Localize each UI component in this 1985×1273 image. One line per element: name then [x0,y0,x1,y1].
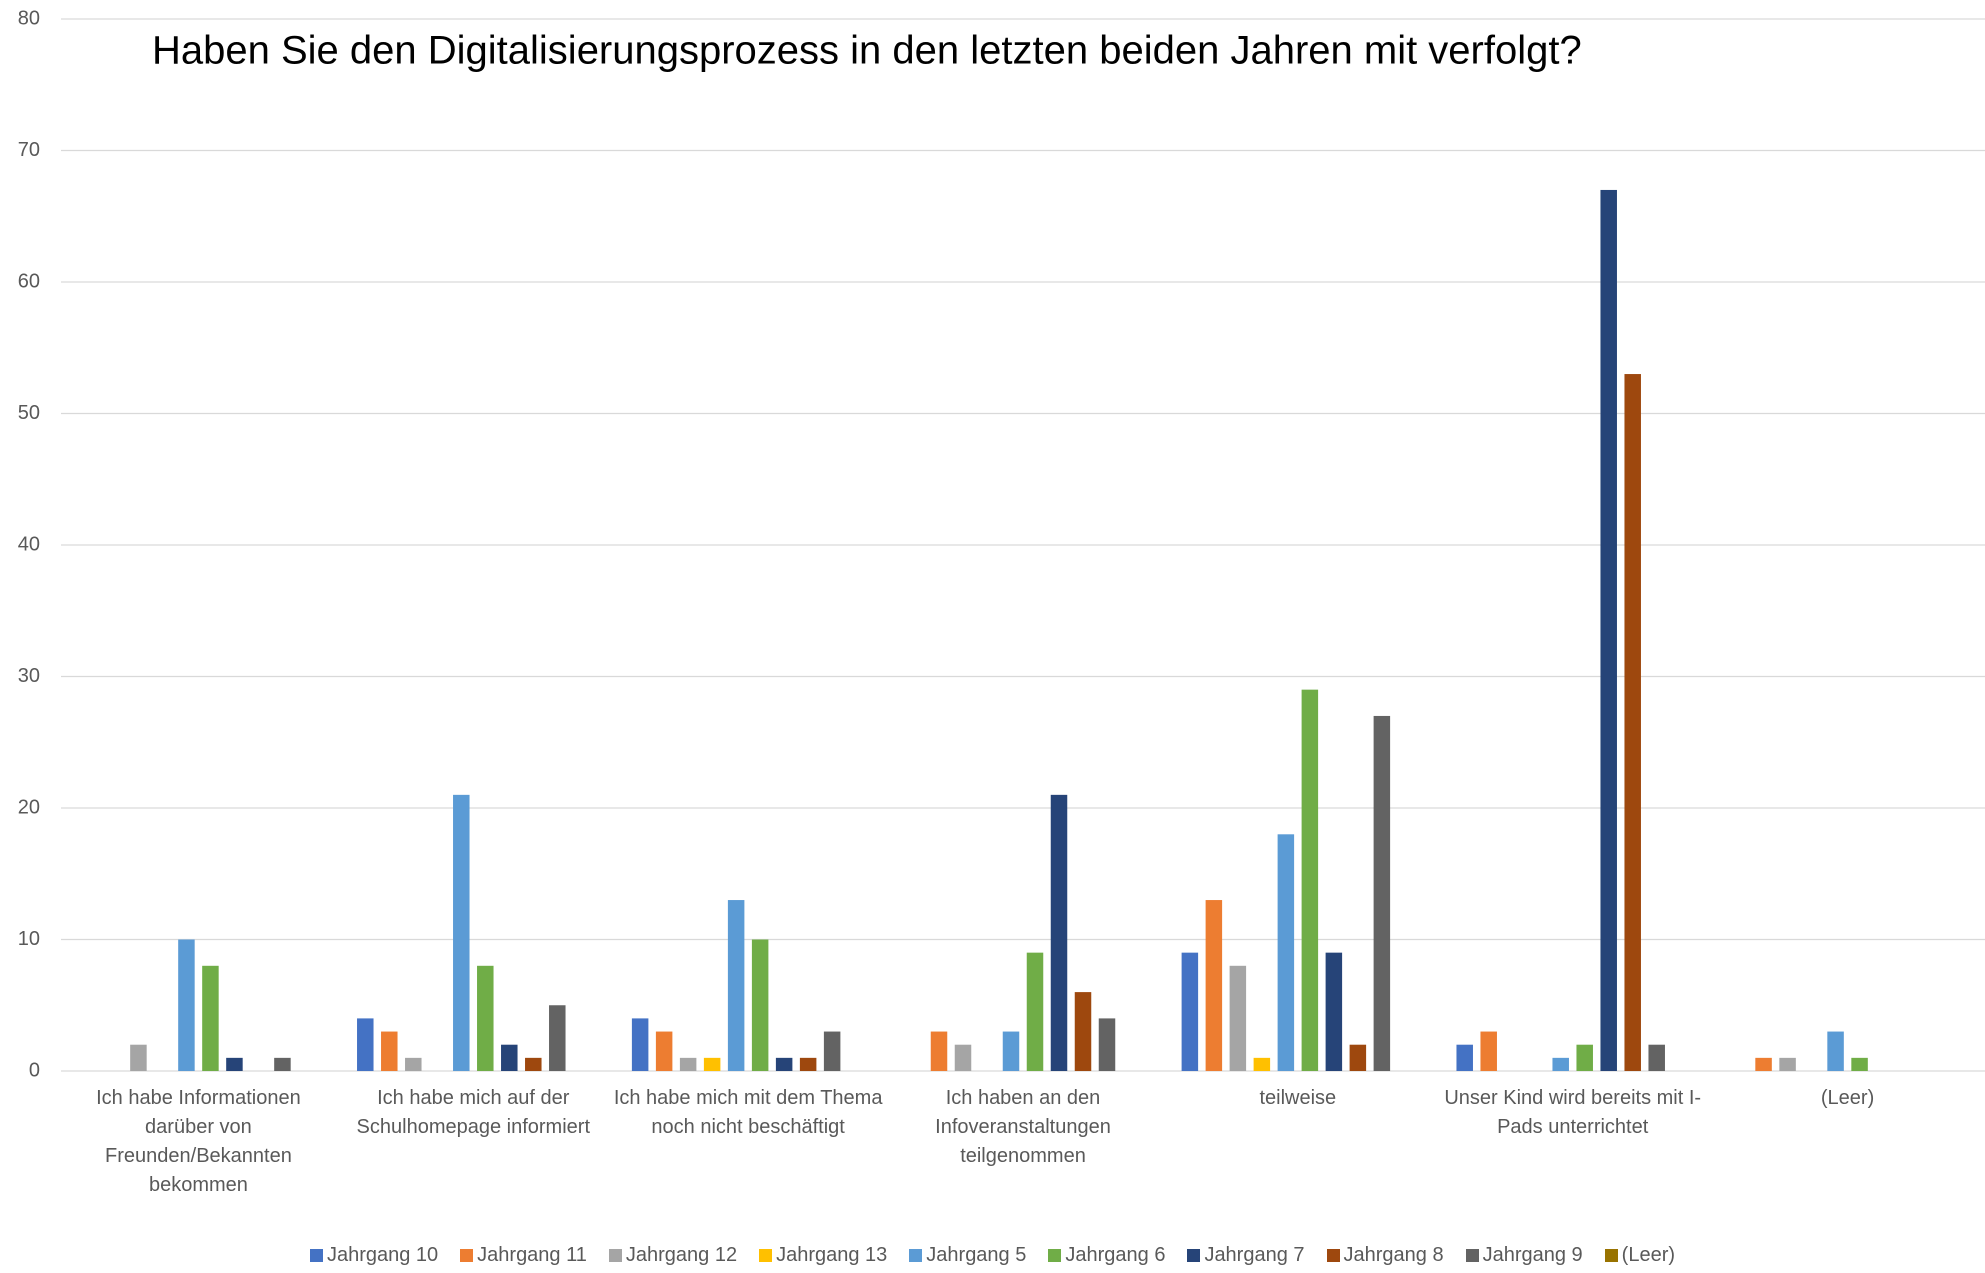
bar [655,1031,673,1071]
bar [477,965,494,1071]
bar [453,794,470,1071]
x-tick-label: teilweise [1259,1087,1337,1109]
bar [525,1057,542,1071]
y-tick-label: 40 [18,533,40,555]
legend-label: (Leer) [1621,1244,1676,1266]
x-tick-label: Unser Kind wird bereits mit I-Pads unter… [1444,1087,1702,1138]
bar [178,939,195,1071]
bar [1050,794,1068,1071]
x-tick-label: Ich habe mich mit dem Thema noch nicht b… [613,1087,883,1138]
y-tick-label: 60 [18,270,40,292]
bar [1755,1057,1772,1071]
legend-label: Jahrgang 7 [1204,1244,1305,1266]
bar [226,1057,243,1071]
y-tick-label: 80 [18,7,40,29]
legend-swatch [909,1249,923,1262]
legend-swatch [608,1249,622,1262]
legend-label: Jahrgang 13 [776,1244,888,1266]
legend-item: Jahrgang 7 [1187,1244,1305,1267]
bar [1480,1031,1497,1071]
bar [679,1057,697,1071]
bar [1648,1044,1665,1071]
bar [1456,1044,1473,1071]
bar [631,1018,649,1071]
bar [1229,965,1247,1071]
y-tick-label: 0 [29,1059,40,1081]
legend-item: Jahrgang 10 [309,1244,439,1267]
x-tick-label: (Leer) [1820,1087,1875,1109]
bar [703,1057,721,1071]
bar [1074,992,1092,1071]
legend-swatch [1604,1249,1618,1262]
legend-swatch [1187,1249,1201,1262]
bar [1253,1057,1271,1071]
bar [405,1057,422,1071]
legend-swatch [1326,1249,1340,1262]
legend-item: Jahrgang 13 [759,1244,887,1267]
bar [357,1018,374,1071]
y-tick-label: 70 [18,139,40,161]
legend-label: Jahrgang 5 [926,1244,1027,1266]
bar [799,1057,817,1071]
legend-item: (Leer) [1604,1244,1676,1267]
bar [1026,952,1044,1071]
bar [823,1031,841,1071]
legend-item: Jahrgang 8 [1326,1244,1444,1267]
legend-item: Jahrgang 12 [608,1244,738,1267]
legend-label: Jahrgang 9 [1482,1244,1583,1266]
bar [1181,952,1199,1071]
legend: Jahrgang 10 Jahrgang 11 Jahrgang 12 Jahrgan… [0,1244,1985,1267]
bar [202,965,219,1071]
x-tick-label: Ich habe mich auf der Schulhomepage info… [356,1087,591,1138]
bar [1600,189,1617,1071]
y-tick-label: 10 [18,928,40,950]
legend-swatch [1048,1249,1062,1262]
bar [727,900,745,1071]
legend-swatch [1465,1249,1479,1262]
bar [954,1044,972,1071]
bar [751,939,769,1071]
bar [930,1031,948,1071]
legend-label: Jahrgang 12 [625,1244,738,1266]
bar [381,1031,398,1071]
bar [1301,689,1319,1071]
legend-label: Jahrgang 11 [477,1244,587,1266]
bar [1576,1044,1593,1071]
legend-label: Jahrgang 6 [1065,1244,1166,1266]
legend-item: Jahrgang 11 [460,1244,587,1267]
x-tick-label: Ich haben an den Infoveranstaltungen tei… [935,1087,1111,1167]
legend-item: Jahrgang 9 [1465,1244,1583,1267]
y-tick-label: 20 [18,796,40,818]
bar [549,1005,566,1071]
bar [1373,715,1391,1071]
bar [1349,1044,1367,1071]
bar [1779,1057,1796,1071]
bar [274,1057,291,1071]
legend-swatch [759,1249,773,1262]
legend-label: Jahrgang 8 [1343,1244,1444,1266]
bar [1002,1031,1020,1071]
bar [501,1044,518,1071]
bar [1277,834,1295,1071]
legend-swatch [309,1249,323,1262]
y-tick-label: 30 [18,665,40,687]
legend-item: Jahrgang 5 [909,1244,1026,1267]
legend-label: Jahrgang 10 [326,1244,439,1266]
bar [1552,1057,1569,1071]
bar [775,1057,793,1071]
bar [1098,1018,1116,1071]
legend-item: Jahrgang 6 [1048,1244,1165,1267]
x-tick-label: Ich habe Informationen darüber von Freun… [96,1087,301,1196]
bar [1624,374,1641,1071]
chart-title: Haben Sie den Digitalisierungsprozess in… [152,29,1582,73]
bar [1827,1031,1844,1071]
y-tick-label: 50 [18,402,40,424]
bar [1325,952,1343,1071]
legend-swatch [460,1249,474,1262]
bar [1205,900,1223,1071]
bar [130,1044,147,1071]
bar [1851,1057,1868,1071]
